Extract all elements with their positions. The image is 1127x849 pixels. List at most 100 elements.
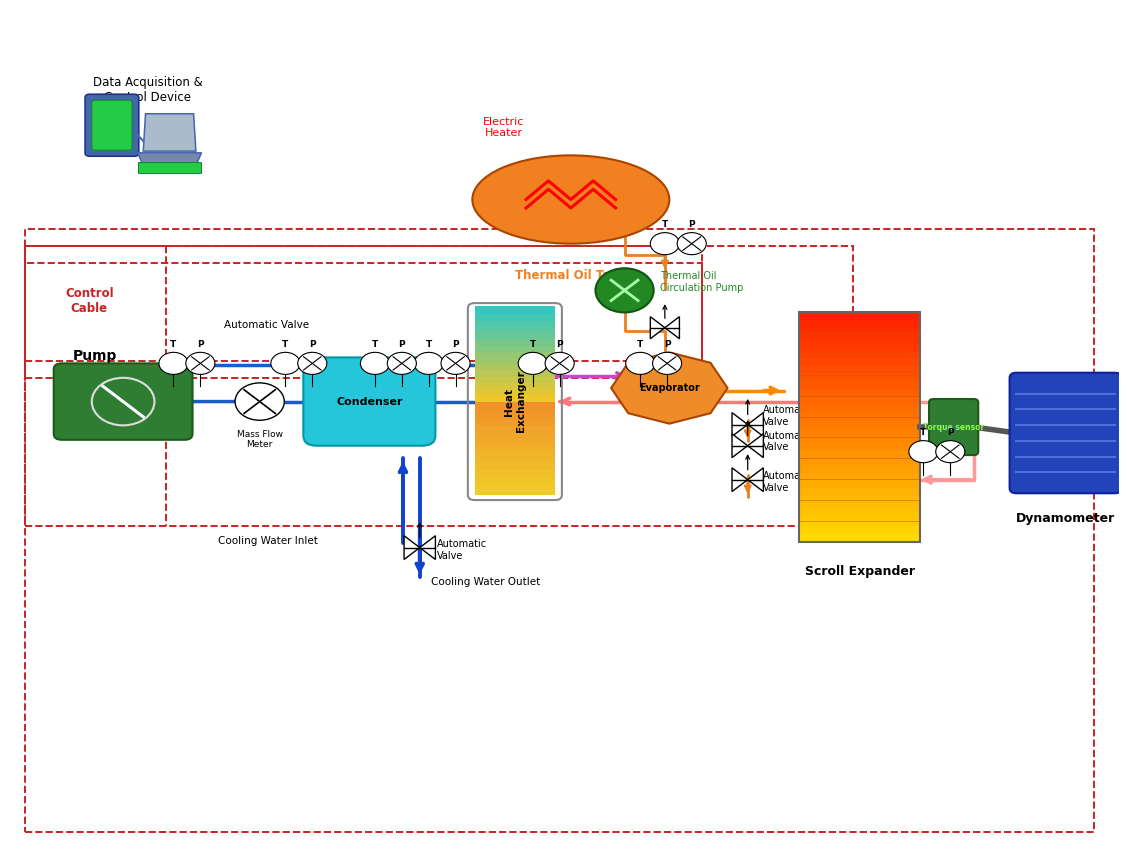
Bar — [799, 471, 920, 481]
FancyBboxPatch shape — [85, 94, 139, 156]
FancyBboxPatch shape — [303, 357, 435, 446]
Text: T: T — [637, 340, 644, 349]
Bar — [474, 306, 556, 314]
Bar — [474, 375, 556, 383]
Text: P: P — [947, 428, 953, 437]
Polygon shape — [733, 413, 747, 436]
Bar — [799, 486, 920, 496]
Bar — [474, 419, 556, 426]
Bar — [474, 394, 556, 402]
Bar — [474, 331, 556, 340]
Polygon shape — [137, 153, 202, 163]
Polygon shape — [419, 536, 435, 559]
Bar — [25, 229, 1093, 832]
Text: Scroll Expander: Scroll Expander — [805, 565, 915, 578]
Bar — [799, 425, 920, 435]
Bar — [799, 525, 920, 534]
Text: Pump: Pump — [73, 350, 117, 363]
Bar — [474, 338, 556, 346]
Text: Automatic
Valve: Automatic Valve — [763, 405, 814, 427]
Circle shape — [653, 352, 682, 374]
Bar — [474, 437, 556, 445]
Text: Cooling Water Outlet: Cooling Water Outlet — [431, 576, 540, 587]
Bar — [474, 469, 556, 476]
Bar — [799, 464, 920, 473]
Text: Thermal Oil Tank: Thermal Oil Tank — [515, 269, 627, 282]
Bar — [474, 344, 556, 351]
Bar — [799, 402, 920, 412]
Bar — [799, 380, 920, 389]
FancyBboxPatch shape — [54, 363, 193, 440]
Text: Evaporator: Evaporator — [639, 383, 700, 393]
Bar — [799, 433, 920, 442]
Circle shape — [677, 233, 707, 255]
Bar — [799, 312, 920, 542]
Bar — [799, 448, 920, 458]
Bar — [474, 406, 556, 414]
Circle shape — [935, 441, 965, 463]
Circle shape — [159, 352, 188, 374]
Circle shape — [595, 268, 654, 312]
Bar — [474, 413, 556, 420]
Text: Condenser: Condenser — [336, 396, 402, 407]
Text: Cooling Water Inlet: Cooling Water Inlet — [219, 536, 318, 546]
Circle shape — [298, 352, 327, 374]
Bar — [474, 431, 556, 439]
Text: T: T — [426, 340, 432, 349]
Polygon shape — [650, 317, 665, 339]
Polygon shape — [143, 114, 196, 151]
Bar — [799, 532, 920, 542]
Polygon shape — [733, 434, 747, 458]
Bar — [474, 475, 556, 482]
Circle shape — [908, 441, 938, 463]
Circle shape — [414, 352, 443, 374]
Bar — [25, 246, 853, 526]
Text: Torque sensor: Torque sensor — [923, 423, 984, 431]
FancyBboxPatch shape — [929, 399, 978, 455]
Bar — [799, 334, 920, 343]
FancyBboxPatch shape — [1010, 373, 1121, 493]
Text: T: T — [282, 340, 289, 349]
Bar — [474, 325, 556, 333]
Circle shape — [650, 233, 680, 255]
Bar — [137, 162, 202, 173]
Text: P: P — [689, 220, 695, 229]
Bar — [799, 395, 920, 404]
Bar — [799, 418, 920, 427]
Circle shape — [545, 352, 574, 374]
Text: T: T — [530, 340, 536, 349]
Text: P: P — [557, 340, 564, 349]
Circle shape — [91, 378, 154, 425]
Text: Electric
Heater: Electric Heater — [483, 117, 524, 138]
Text: Automatic
Valve: Automatic Valve — [436, 539, 487, 561]
Text: Thermal Oil
Circulation Pump: Thermal Oil Circulation Pump — [660, 271, 744, 293]
Bar — [474, 357, 556, 364]
Bar — [474, 319, 556, 327]
Text: Automatic
Valve: Automatic Valve — [763, 430, 814, 453]
Circle shape — [186, 352, 215, 374]
Bar — [474, 387, 556, 396]
Polygon shape — [611, 352, 728, 424]
Text: T: T — [921, 428, 926, 437]
Polygon shape — [733, 468, 747, 492]
Bar — [474, 400, 556, 408]
Text: P: P — [664, 340, 671, 349]
Bar — [799, 318, 920, 328]
Bar — [799, 502, 920, 511]
Polygon shape — [747, 413, 763, 436]
Bar — [799, 341, 920, 351]
Bar — [474, 312, 556, 321]
Circle shape — [270, 352, 300, 374]
Bar — [474, 481, 556, 489]
Bar — [474, 350, 556, 358]
Text: Mass Flow
Meter: Mass Flow Meter — [237, 430, 283, 449]
Bar — [799, 509, 920, 519]
Bar — [474, 368, 556, 377]
Bar — [474, 462, 556, 470]
Bar — [474, 381, 556, 389]
Circle shape — [361, 352, 390, 374]
Bar — [799, 494, 920, 503]
Bar — [799, 357, 920, 366]
Text: P: P — [309, 340, 316, 349]
Text: Automatic
Valve: Automatic Valve — [763, 471, 814, 493]
